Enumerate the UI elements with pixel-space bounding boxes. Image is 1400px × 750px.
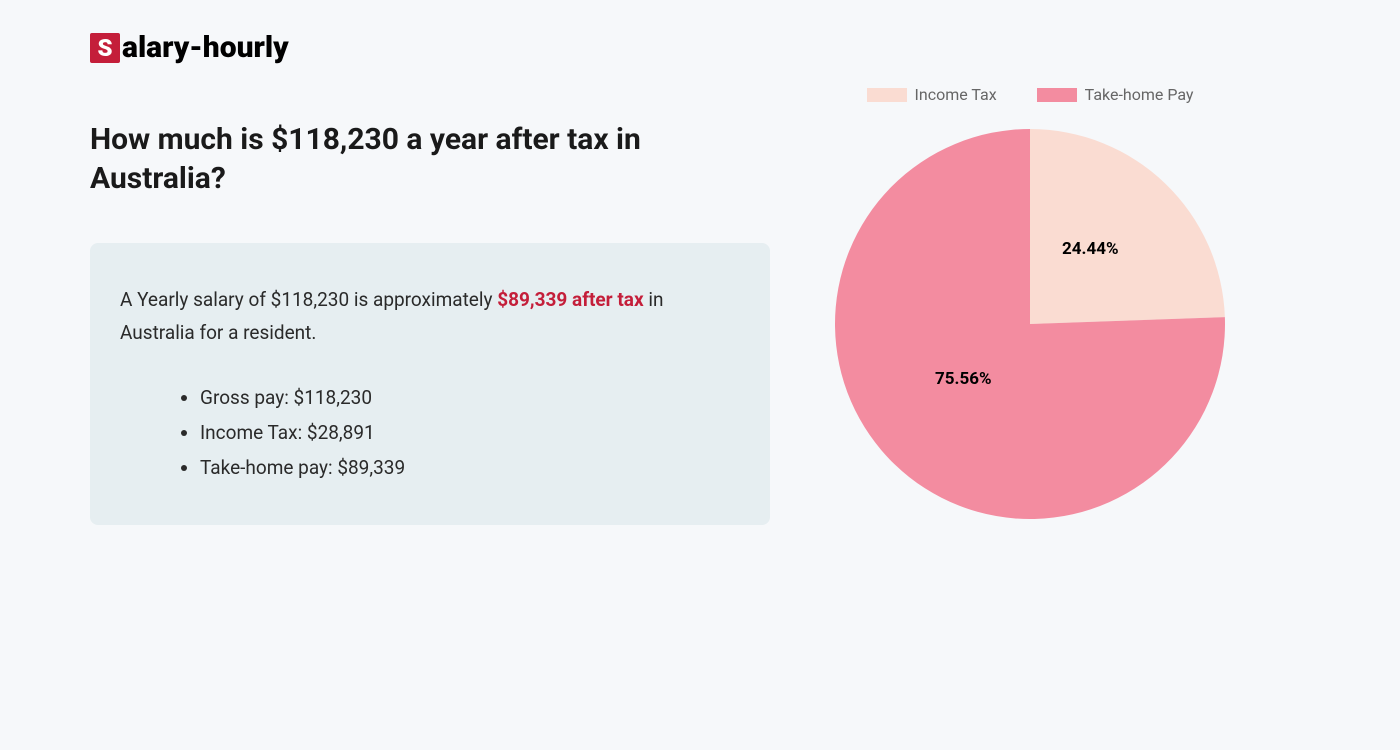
slice-label-income-tax: 24.44% [1062,239,1119,259]
logo-text: alary-hourly [122,30,289,65]
legend-swatch [867,88,907,102]
list-item: Gross pay: $118,230 [200,380,740,415]
legend-label: Income Tax [915,85,997,104]
legend-swatch [1037,88,1077,102]
legend-item-take-home: Take-home Pay [1037,85,1194,104]
logo-badge: S [90,33,120,63]
site-logo: Salary-hourly [90,30,770,65]
list-item: Income Tax: $28,891 [200,415,740,450]
list-item: Take-home pay: $89,339 [200,450,740,485]
chart-column: Income Tax Take-home Pay 24.44% 75.56% [830,30,1230,525]
summary-box: A Yearly salary of $118,230 is approxima… [90,243,770,525]
legend-label: Take-home Pay [1085,85,1194,104]
summary-highlight: $89,339 after tax [497,288,643,311]
summary-prefix: A Yearly salary of $118,230 is approxima… [120,288,497,311]
chart-legend: Income Tax Take-home Pay [830,85,1230,104]
summary-text: A Yearly salary of $118,230 is approxima… [120,283,740,350]
legend-item-income-tax: Income Tax [867,85,997,104]
slice-label-take-home: 75.56% [935,369,992,389]
content-column: Salary-hourly How much is $118,230 a yea… [90,30,770,525]
breakdown-list: Gross pay: $118,230 Income Tax: $28,891 … [120,380,740,485]
pie-chart: 24.44% 75.56% [830,124,1230,524]
page-title: How much is $118,230 a year after tax in… [90,120,770,198]
pie-svg [830,124,1230,524]
